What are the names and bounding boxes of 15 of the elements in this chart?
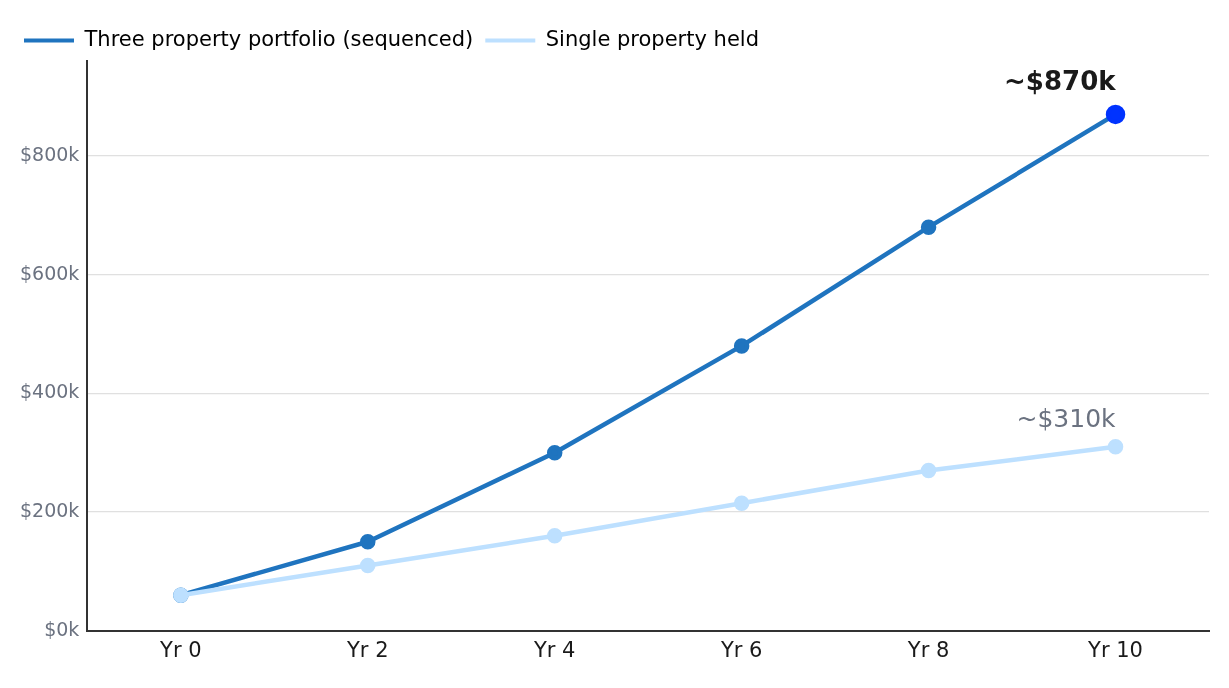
- x-tick-label: Yr 10: [1087, 637, 1143, 662]
- annotation: ~$870k: [1004, 66, 1117, 97]
- legend-label: Three property portfolio (sequenced): [83, 26, 474, 51]
- y-tick-label: $600k: [20, 261, 80, 284]
- x-tick-label: Yr 0: [159, 637, 202, 662]
- x-tick-label: Yr 8: [906, 637, 950, 662]
- y-tick-label: $800k: [20, 142, 80, 165]
- y-tick-label: $0k: [44, 617, 80, 640]
- y-tick-label: $200k: [20, 499, 80, 522]
- annotation: ~$310k: [1016, 403, 1117, 433]
- x-tick-label: Yr 2: [346, 637, 389, 662]
- legend-label: Single property held: [545, 26, 759, 51]
- x-tick-label: Yr 6: [719, 637, 763, 662]
- x-tick-label: Yr 4: [532, 637, 576, 662]
- y-tick-label: $400k: [20, 380, 80, 403]
